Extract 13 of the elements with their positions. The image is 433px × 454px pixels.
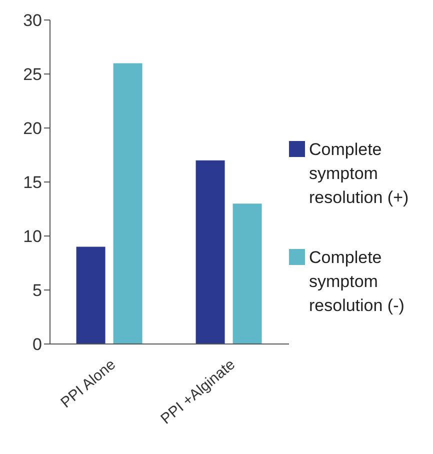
bar [232,204,262,344]
y-tick-label: 5 [32,281,42,300]
y-tick-label: 25 [23,65,42,84]
legend-label: Complete symptom resolution (+) [309,139,410,209]
y-tick-label: 10 [23,227,42,246]
bar [196,160,225,344]
y-tick-label: 15 [23,173,42,192]
y-tick-label: 20 [23,119,42,138]
bar [113,63,142,344]
legend-label: Complete symptom resolution (-) [309,247,406,317]
y-tick-label: 0 [32,335,42,354]
y-tick-label: 30 [23,11,42,30]
bar [76,246,106,344]
